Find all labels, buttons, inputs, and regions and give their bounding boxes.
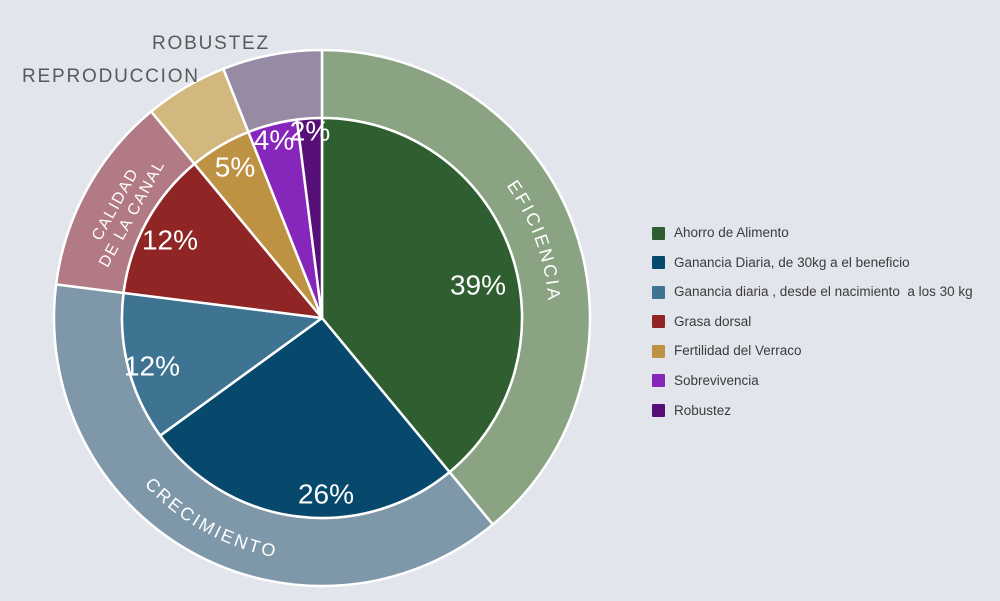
legend-swatch [652, 285, 665, 299]
legend-label: Ganancia Diaria, de 30kg a el beneficio [674, 254, 910, 270]
pie-slice-1 [158, 316, 451, 520]
pie-slice-layer [120, 116, 524, 520]
legend-label: Ahorro de Alimento [674, 225, 789, 240]
pie-slice-2 [120, 291, 324, 437]
legend-label: Fertilidad del Verraco [674, 343, 802, 359]
legend-swatch [652, 344, 665, 358]
legend-item: Grasa dorsal [652, 313, 973, 331]
legend-item: Sobrevivencia [652, 372, 973, 390]
chart-legend: Ahorro de Alimento Ganancia Diaria, de 3… [652, 224, 973, 431]
legend-swatch [652, 256, 665, 270]
legend-swatch [652, 404, 665, 418]
legend-label: Robustez [674, 402, 732, 418]
legend-swatch [652, 315, 665, 329]
percent-label-layer: 39% 26% 12% 12% 5%4%2% [124, 116, 506, 510]
slice-percent-label-4: 5% [215, 152, 255, 183]
slice-percent-label-5: 4% [254, 125, 294, 156]
legend-label: Ganancia diaria , desde el nacimiento a … [674, 284, 973, 300]
pie-slice-3 [122, 162, 324, 320]
legend-item: Ahorro de Alimento [652, 224, 973, 242]
slice-percent-label-1: 26% [298, 479, 354, 510]
pie-slice-6 [295, 116, 324, 320]
legend-item: Ganancia diaria , desde el nacimiento a … [652, 283, 973, 301]
legend-label: Sobrevivencia [674, 372, 759, 388]
slice-percent-label-2: 12% [124, 351, 180, 382]
pie-slice-0 [320, 116, 524, 474]
legend-swatch [652, 226, 665, 240]
slice-percent-label-6: 2% [290, 116, 330, 147]
slice-percent-label-0: 39% [450, 270, 506, 301]
legend-item: Fertilidad del Verraco [652, 342, 973, 360]
group-label-robustez: ROBUSTEZ [152, 33, 270, 54]
slice-percent-label-3: 12% [142, 225, 198, 256]
legend-item: Robustez [652, 402, 973, 420]
legend-item: Ganancia Diaria, de 30kg a el beneficio [652, 254, 973, 272]
group-label-reproduccion: REPRODUCCION [22, 66, 200, 87]
legend-swatch [652, 374, 665, 388]
legend-label: Grasa dorsal [674, 313, 752, 329]
